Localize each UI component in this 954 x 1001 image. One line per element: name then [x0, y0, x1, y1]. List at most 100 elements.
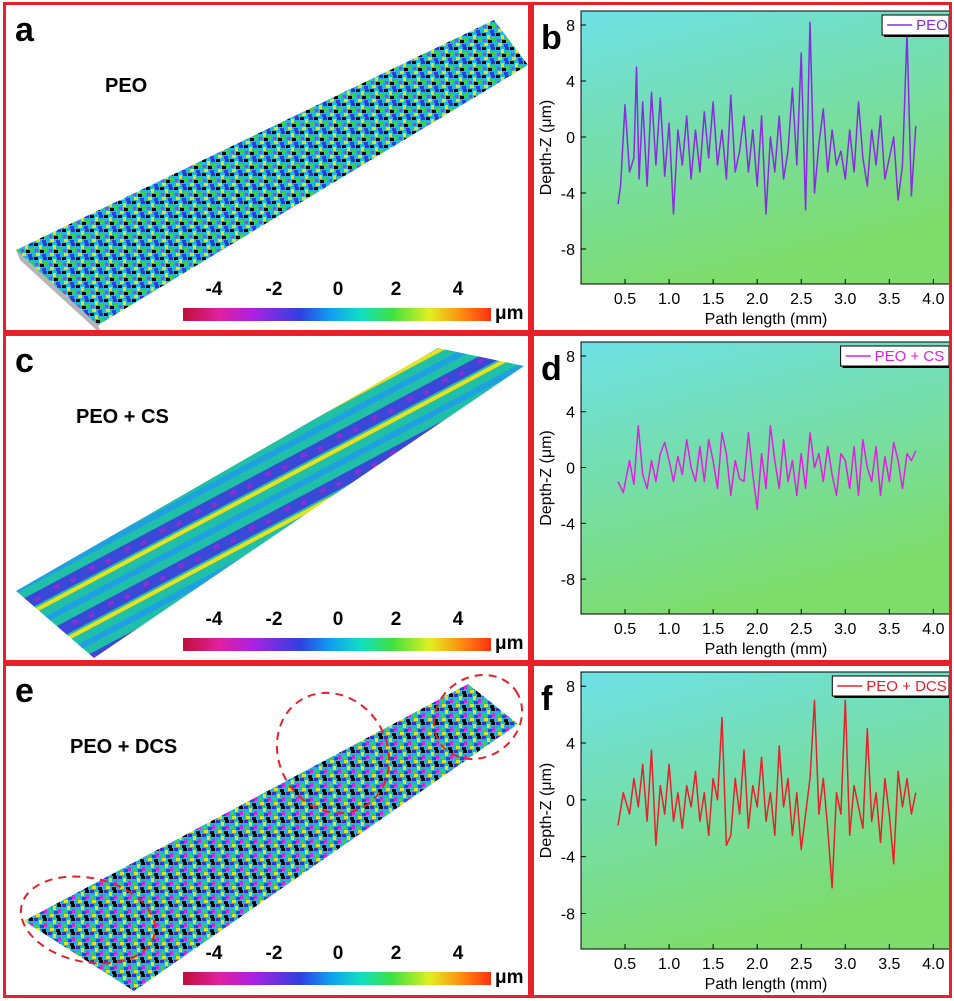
depth-profile-chart-peo-dcs: 8 4 0 -4 -8 0.5 1.0 1.5 2.0 2.5 3.0 3.5 4.0 Path leng…: [538, 671, 949, 993]
x-tick-label: 0.5: [614, 291, 636, 308]
x-tick-label: 4.0: [922, 621, 944, 638]
y-axis-label: Depth-Z (μm): [538, 763, 555, 858]
x-axis-label: Path length (mm): [705, 641, 828, 658]
colorbar-a: [183, 308, 491, 321]
colorbar-a-unit: μm: [495, 303, 524, 324]
colorbar-c-tick: 4: [452, 609, 464, 630]
panel-a-surface: a PEO -4 -2 0 2 4 μm: [3, 2, 531, 333]
legend-box: [881, 14, 949, 36]
y-tick-label: 4: [566, 405, 575, 422]
colorbar-a-tick: -2: [265, 279, 283, 300]
colorbar-a-tick: 4: [452, 279, 464, 300]
legend-label: PEO + CS: [875, 348, 945, 365]
colorbar-e-tick: 4: [452, 943, 464, 964]
y-tick-label: -8: [561, 572, 575, 589]
colorbar-c-tick: 0: [332, 609, 344, 630]
legend: PEO + DCS: [831, 675, 949, 698]
y-tick-label: 0: [566, 461, 575, 478]
depth-profile-chart-peo: 8 4 0 -4 -8 0.5 1.0 1.5 2.0 2.5 3.0 3.5 4.0 Path leng…: [538, 10, 949, 328]
colorbar-a-tick: -4: [205, 279, 223, 300]
highlight-ellipse: [432, 673, 524, 761]
panel-b-chart: b 8 4 0 -4 -8 0.5 1.0 1.5 2.0 2.5 3.0 3.5 4.0 Path le…: [531, 2, 952, 333]
y-axis-label: Depth-Z (μm): [538, 100, 555, 195]
x-tick-label: 4.0: [922, 291, 944, 308]
colorbar-c-tick: -2: [265, 609, 283, 630]
y-tick-label: 4: [566, 736, 575, 753]
panel-label-c: c: [15, 342, 34, 380]
panel-label-b: b: [541, 19, 562, 57]
colorbar-c-tick: -4: [205, 609, 223, 630]
x-tick-label: 2.5: [790, 291, 812, 308]
x-tick-label: 1.5: [702, 291, 724, 308]
y-tick-label: -8: [561, 906, 575, 923]
y-axis-label: Depth-Z (μm): [538, 430, 555, 525]
colorbar-e: [183, 972, 491, 985]
legend-label: PEO: [916, 17, 948, 34]
depth-profile-chart-peo-cs: 8 4 0 -4 -8 0.5 1.0 1.5 2.0 2.5 3.0 3.5 4.0 Path leng…: [538, 341, 949, 658]
x-tick-label: 3.5: [878, 956, 900, 973]
panel-label-e: e: [15, 672, 34, 710]
y-tick-label: -4: [561, 516, 575, 533]
sample-name-peo: PEO: [105, 75, 148, 97]
panel-label-a: a: [15, 11, 34, 49]
x-tick-label: 3.0: [834, 291, 856, 308]
colorbar-a-tick: 0: [332, 279, 344, 300]
x-tick-label: 2.5: [790, 956, 812, 973]
panel-f-chart: f 8 4 0 -4 -8 0.5 1.0 1.5 2.0 2.5 3.0 3.5 4.0 Path le…: [531, 663, 952, 998]
colorbar-a-tick: 2: [390, 279, 402, 300]
colorbar-c: [183, 638, 491, 651]
x-tick-label: 0.5: [614, 621, 636, 638]
colorbar-e-tick: -2: [265, 943, 283, 964]
x-axis-label: Path length (mm): [705, 311, 828, 328]
x-tick-label: 2.0: [746, 291, 768, 308]
legend-label: PEO + DCS: [866, 678, 946, 695]
colorbar-e-tick: 0: [332, 943, 344, 964]
panel-label-f: f: [541, 680, 553, 718]
legend: PEO: [881, 14, 949, 37]
series-line: [617, 21, 917, 215]
y-tick-label: -8: [561, 242, 575, 259]
panel-d-chart: d 8 4 0 -4 -8 0.5 1.0 1.5 2.0 2.5 3.0 3.5 4.0 Path le…: [531, 333, 952, 663]
x-tick-label: 1.0: [658, 956, 680, 973]
x-tick-label: 3.5: [878, 621, 900, 638]
x-tick-label: 0.5: [614, 956, 636, 973]
y-tick-label: 0: [566, 793, 575, 810]
surface-map-peo: [16, 20, 528, 330]
colorbar-c-tick: 2: [390, 609, 402, 630]
x-tick-label: 1.0: [658, 291, 680, 308]
series-line: [617, 424, 917, 511]
legend-box: [840, 345, 949, 367]
colorbar-e-tick: -4: [205, 943, 223, 964]
sample-name-peo-cs: PEO + CS: [76, 406, 169, 428]
panel-c-surface: c PEO + CS -4 -2 0 2 4 μm: [3, 333, 531, 663]
x-tick-label: 3.0: [834, 621, 856, 638]
panel-e-surface: e PEO + DCS -4 -2 0 2 4 μm: [3, 663, 531, 998]
x-tick-label: 4.0: [922, 956, 944, 973]
colorbar-e-tick: 2: [390, 943, 402, 964]
x-tick-label: 2.5: [790, 621, 812, 638]
y-tick-label: -4: [561, 186, 575, 203]
y-tick-label: 8: [566, 679, 575, 696]
legend: PEO + CS: [840, 345, 949, 368]
y-tick-label: -4: [561, 850, 575, 867]
x-tick-label: 1.0: [658, 621, 680, 638]
x-tick-label: 1.5: [702, 956, 724, 973]
x-axis-label: Path length (mm): [705, 976, 828, 993]
y-tick-label: 0: [566, 130, 575, 147]
y-tick-label: 8: [566, 18, 575, 35]
surface-map-peo-dcs: [19, 673, 524, 991]
x-tick-label: 3.5: [878, 291, 900, 308]
x-tick-label: 2.0: [746, 621, 768, 638]
colorbar-c-unit: μm: [495, 633, 524, 654]
panel-label-d: d: [541, 350, 562, 388]
plot-area: [580, 10, 949, 285]
x-tick-label: 2.0: [746, 956, 768, 973]
colorbar-e-unit: μm: [495, 967, 524, 988]
surface-map-peo-cs: [16, 348, 524, 658]
y-tick-label: 8: [566, 349, 575, 366]
highlight-ellipse: [275, 691, 391, 815]
x-tick-label: 3.0: [834, 956, 856, 973]
series-line: [617, 699, 917, 889]
x-tick-label: 1.5: [702, 621, 724, 638]
highlight-ellipse: [19, 875, 157, 965]
